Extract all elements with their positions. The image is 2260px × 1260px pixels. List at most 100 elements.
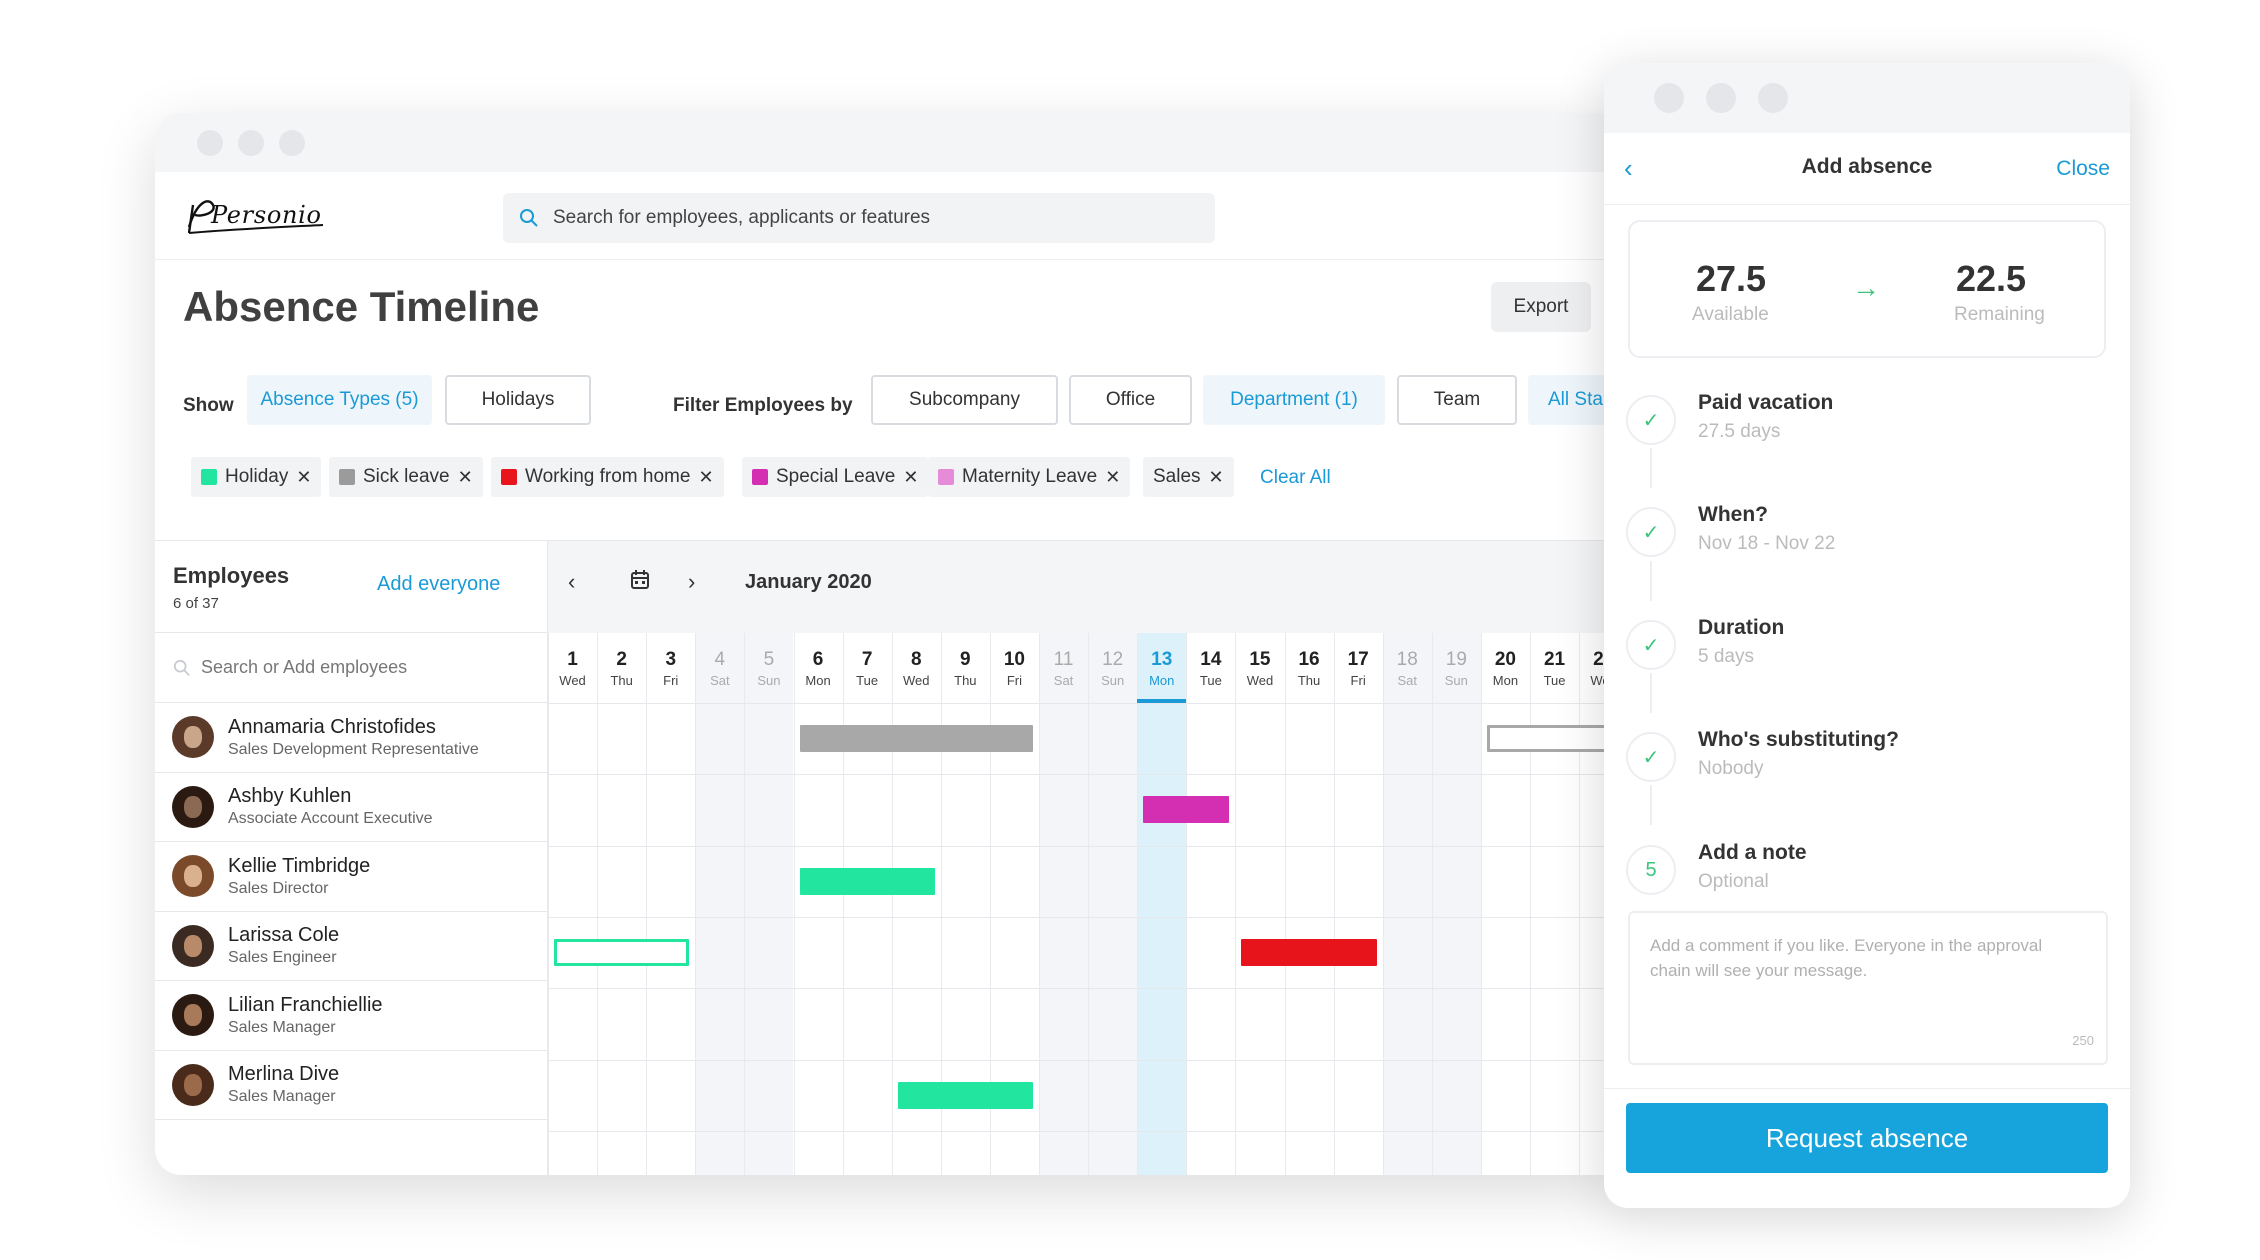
day-header[interactable]: 21 Tue — [1530, 633, 1579, 703]
step-paid-vacation[interactable]: ✓ Paid vacation 27.5 days — [1626, 385, 2106, 465]
day-header[interactable]: 13 Mon — [1137, 633, 1187, 703]
day-header[interactable]: 17 Fri — [1334, 633, 1383, 703]
day-column[interactable] — [793, 633, 843, 1175]
chip-working-from-home[interactable]: Working from home ✕ — [491, 457, 724, 497]
employee-row[interactable]: Merlina Dive Sales Manager — [155, 1051, 547, 1120]
team-filter[interactable]: Team — [1397, 375, 1517, 425]
all-status-filter[interactable]: All Sta — [1528, 375, 1615, 425]
add-everyone-link[interactable]: Add everyone — [377, 573, 501, 595]
department-filter[interactable]: Department (1) — [1203, 375, 1385, 425]
day-column[interactable] — [989, 633, 1039, 1175]
office-filter[interactable]: Office — [1069, 375, 1192, 425]
day-column[interactable] — [597, 633, 646, 1175]
day-column[interactable] — [891, 633, 941, 1175]
day-header[interactable]: 11 Sat — [1039, 633, 1088, 703]
employee-row[interactable]: Kellie Timbridge Sales Director — [155, 842, 547, 912]
day-column[interactable] — [1579, 633, 1615, 1175]
note-char-count: 250 — [2072, 1033, 2094, 1048]
absence-bar[interactable] — [1486, 725, 1615, 752]
day-column[interactable] — [695, 633, 745, 1175]
day-column[interactable] — [1333, 633, 1383, 1175]
employee-row[interactable]: Lilian Franchiellie Sales Manager — [155, 981, 547, 1051]
day-header[interactable]: 1 Wed — [548, 633, 597, 703]
remove-icon[interactable]: ✕ — [296, 466, 312, 487]
global-search-input[interactable]: Search for employees, applicants or feat… — [503, 193, 1215, 243]
chip-sales[interactable]: Sales ✕ — [1143, 457, 1234, 497]
day-column[interactable] — [1530, 633, 1579, 1175]
day-header[interactable]: 16 Thu — [1285, 633, 1334, 703]
current-month: January 2020 — [745, 571, 872, 593]
back-chevron-icon[interactable]: ‹ — [1624, 153, 1633, 183]
absence-calendar: ‹ › January 2020 1 Wed 2 Thu 3 Fri 4 Sat 5 Sun 6 Mo… — [548, 540, 1615, 1175]
employee-info: Merlina Dive Sales Manager — [228, 1063, 339, 1106]
remove-icon[interactable]: ✕ — [457, 466, 473, 487]
prev-month-icon[interactable]: ‹ — [568, 569, 576, 594]
day-header[interactable]: 6 Mon — [794, 633, 843, 703]
day-header[interactable]: 19 Sun — [1432, 633, 1481, 703]
step-duration[interactable]: ✓ Duration 5 days — [1626, 610, 2106, 690]
absence-bar[interactable] — [1143, 796, 1230, 824]
day-column[interactable] — [1137, 633, 1187, 1175]
note-textarea[interactable]: Add a comment if you like. Everyone in t… — [1628, 911, 2108, 1065]
step-add-note[interactable]: 5 Add a note Optional — [1626, 835, 2106, 915]
remove-icon[interactable]: ✕ — [698, 466, 714, 487]
step-substitute[interactable]: ✓ Who's substituting? Nobody — [1626, 722, 2106, 802]
chip-special-leave[interactable]: Special Leave ✕ — [742, 457, 929, 497]
day-column[interactable] — [744, 633, 794, 1175]
day-header[interactable]: 20 Mon — [1481, 633, 1530, 703]
remove-icon[interactable]: ✕ — [1208, 466, 1224, 487]
day-column[interactable] — [940, 633, 990, 1175]
day-column[interactable] — [1186, 633, 1235, 1175]
day-header[interactable]: 4 Sat — [695, 633, 744, 703]
step-when[interactable]: ✓ When? Nov 18 - Nov 22 — [1626, 497, 2106, 577]
day-header[interactable]: 3 Fri — [646, 633, 695, 703]
day-header[interactable]: 2 Thu — [597, 633, 646, 703]
day-header[interactable]: 5 Sun — [744, 633, 793, 703]
absence-bar[interactable] — [799, 725, 1033, 752]
day-column[interactable] — [1088, 633, 1138, 1175]
day-name: Thu — [610, 673, 633, 688]
holidays-filter[interactable]: Holidays — [445, 375, 591, 425]
absence-bar[interactable] — [1241, 938, 1377, 966]
close-button[interactable]: Close — [2056, 157, 2110, 180]
remove-icon[interactable]: ✕ — [903, 466, 919, 487]
next-month-icon[interactable]: › — [688, 569, 696, 594]
day-header[interactable]: 12 Sun — [1088, 633, 1137, 703]
day-header[interactable]: 7 Tue — [843, 633, 892, 703]
absence-bar[interactable] — [799, 867, 935, 895]
day-header[interactable]: 9 Thu — [941, 633, 990, 703]
day-header[interactable]: 8 Wed — [892, 633, 941, 703]
day-column[interactable] — [1382, 633, 1432, 1175]
calendar-icon[interactable] — [630, 569, 650, 591]
day-column[interactable] — [548, 633, 597, 1175]
subcompany-filter[interactable]: Subcompany — [871, 375, 1058, 425]
absence-types-filter[interactable]: Absence Types (5) — [247, 375, 432, 425]
day-column[interactable] — [1284, 633, 1334, 1175]
employee-row[interactable]: Annamaria Christofides Sales Development … — [155, 703, 547, 773]
day-header[interactable]: 18 Sat — [1383, 633, 1432, 703]
day-column[interactable] — [842, 633, 892, 1175]
day-name: Sun — [1101, 673, 1125, 688]
chip-sick-leave[interactable]: Sick leave ✕ — [329, 457, 483, 497]
day-column[interactable] — [1431, 633, 1481, 1175]
day-header[interactable]: 10 Fri — [990, 633, 1039, 703]
export-button[interactable]: Export — [1491, 282, 1591, 332]
day-header[interactable]: 15 Wed — [1235, 633, 1284, 703]
clear-all-link[interactable]: Clear All — [1260, 467, 1331, 488]
employee-row[interactable]: Larissa Cole Sales Engineer — [155, 912, 547, 981]
request-absence-button[interactable]: Request absence — [1626, 1103, 2108, 1173]
chip-maternity-leave[interactable]: Maternity Leave ✕ — [928, 457, 1131, 497]
day-column[interactable] — [1480, 633, 1530, 1175]
chip-holiday[interactable]: Holiday ✕ — [191, 457, 322, 497]
personio-logo[interactable]: Personio — [183, 191, 328, 241]
day-column[interactable] — [1235, 633, 1284, 1175]
remove-icon[interactable]: ✕ — [1105, 466, 1121, 487]
employee-row[interactable]: Ashby Kuhlen Associate Account Executive — [155, 773, 547, 842]
day-header[interactable]: 14 Tue — [1186, 633, 1235, 703]
chip-label: Sick leave — [363, 466, 450, 487]
absence-bar[interactable] — [897, 1081, 1033, 1109]
absence-bar[interactable] — [554, 938, 690, 966]
day-column[interactable] — [646, 633, 695, 1175]
day-column[interactable] — [1039, 633, 1089, 1175]
employee-search-input[interactable]: Search or Add employees — [155, 633, 547, 703]
